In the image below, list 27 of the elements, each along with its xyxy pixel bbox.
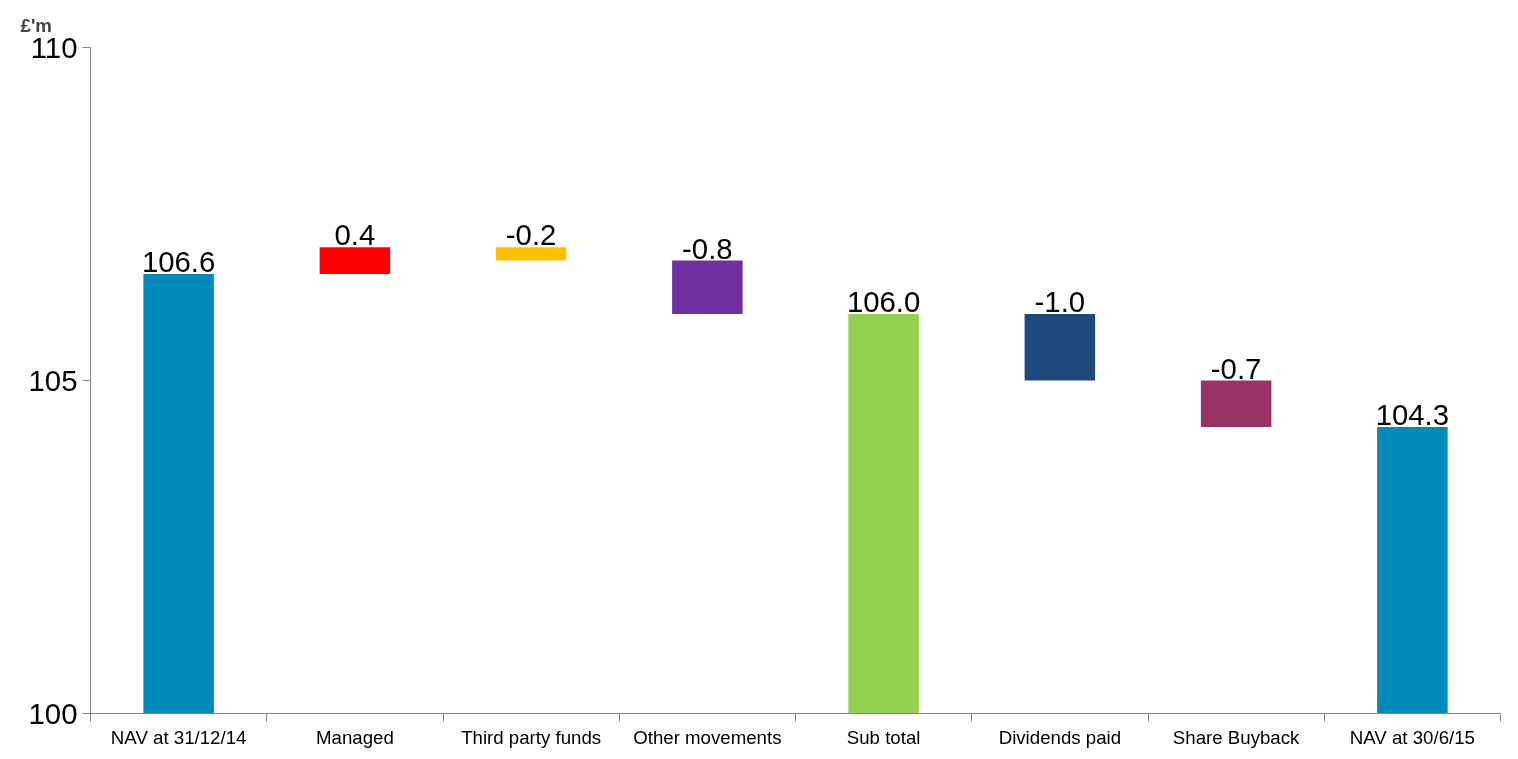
bar — [672, 260, 743, 314]
bar — [1200, 380, 1272, 428]
bar — [495, 247, 567, 261]
x-tick-label: Share Buyback — [1172, 726, 1301, 748]
y-tick-label: 105 — [28, 363, 78, 397]
bar — [1377, 427, 1448, 714]
y-axis-title: £'m — [20, 14, 52, 36]
data-label: -1.0 — [1034, 284, 1086, 318]
y-tick-label: 100 — [28, 696, 78, 730]
bar — [1024, 313, 1096, 381]
data-label: -0.2 — [505, 218, 557, 252]
data-label: 104.3 — [1375, 398, 1450, 432]
data-label: -0.8 — [682, 231, 733, 265]
data-label: -0.7 — [1210, 351, 1262, 385]
bar — [848, 313, 919, 714]
bar — [319, 247, 391, 274]
x-tick-label: Sub total — [846, 726, 921, 748]
x-tick-label: Dividends paid — [998, 726, 1122, 748]
x-tick-label: NAV at 30/6/15 — [1349, 726, 1475, 748]
data-label: 106.0 — [846, 284, 921, 318]
x-tick-label: Third party funds — [461, 726, 602, 748]
x-tick-label: NAV at 31/12/14 — [110, 726, 247, 748]
x-tick-label: Managed — [315, 726, 394, 748]
data-label: 106.6 — [141, 244, 216, 278]
x-tick-label: Other movements — [633, 726, 782, 748]
data-label: 0.4 — [334, 218, 376, 252]
bar — [143, 273, 214, 714]
